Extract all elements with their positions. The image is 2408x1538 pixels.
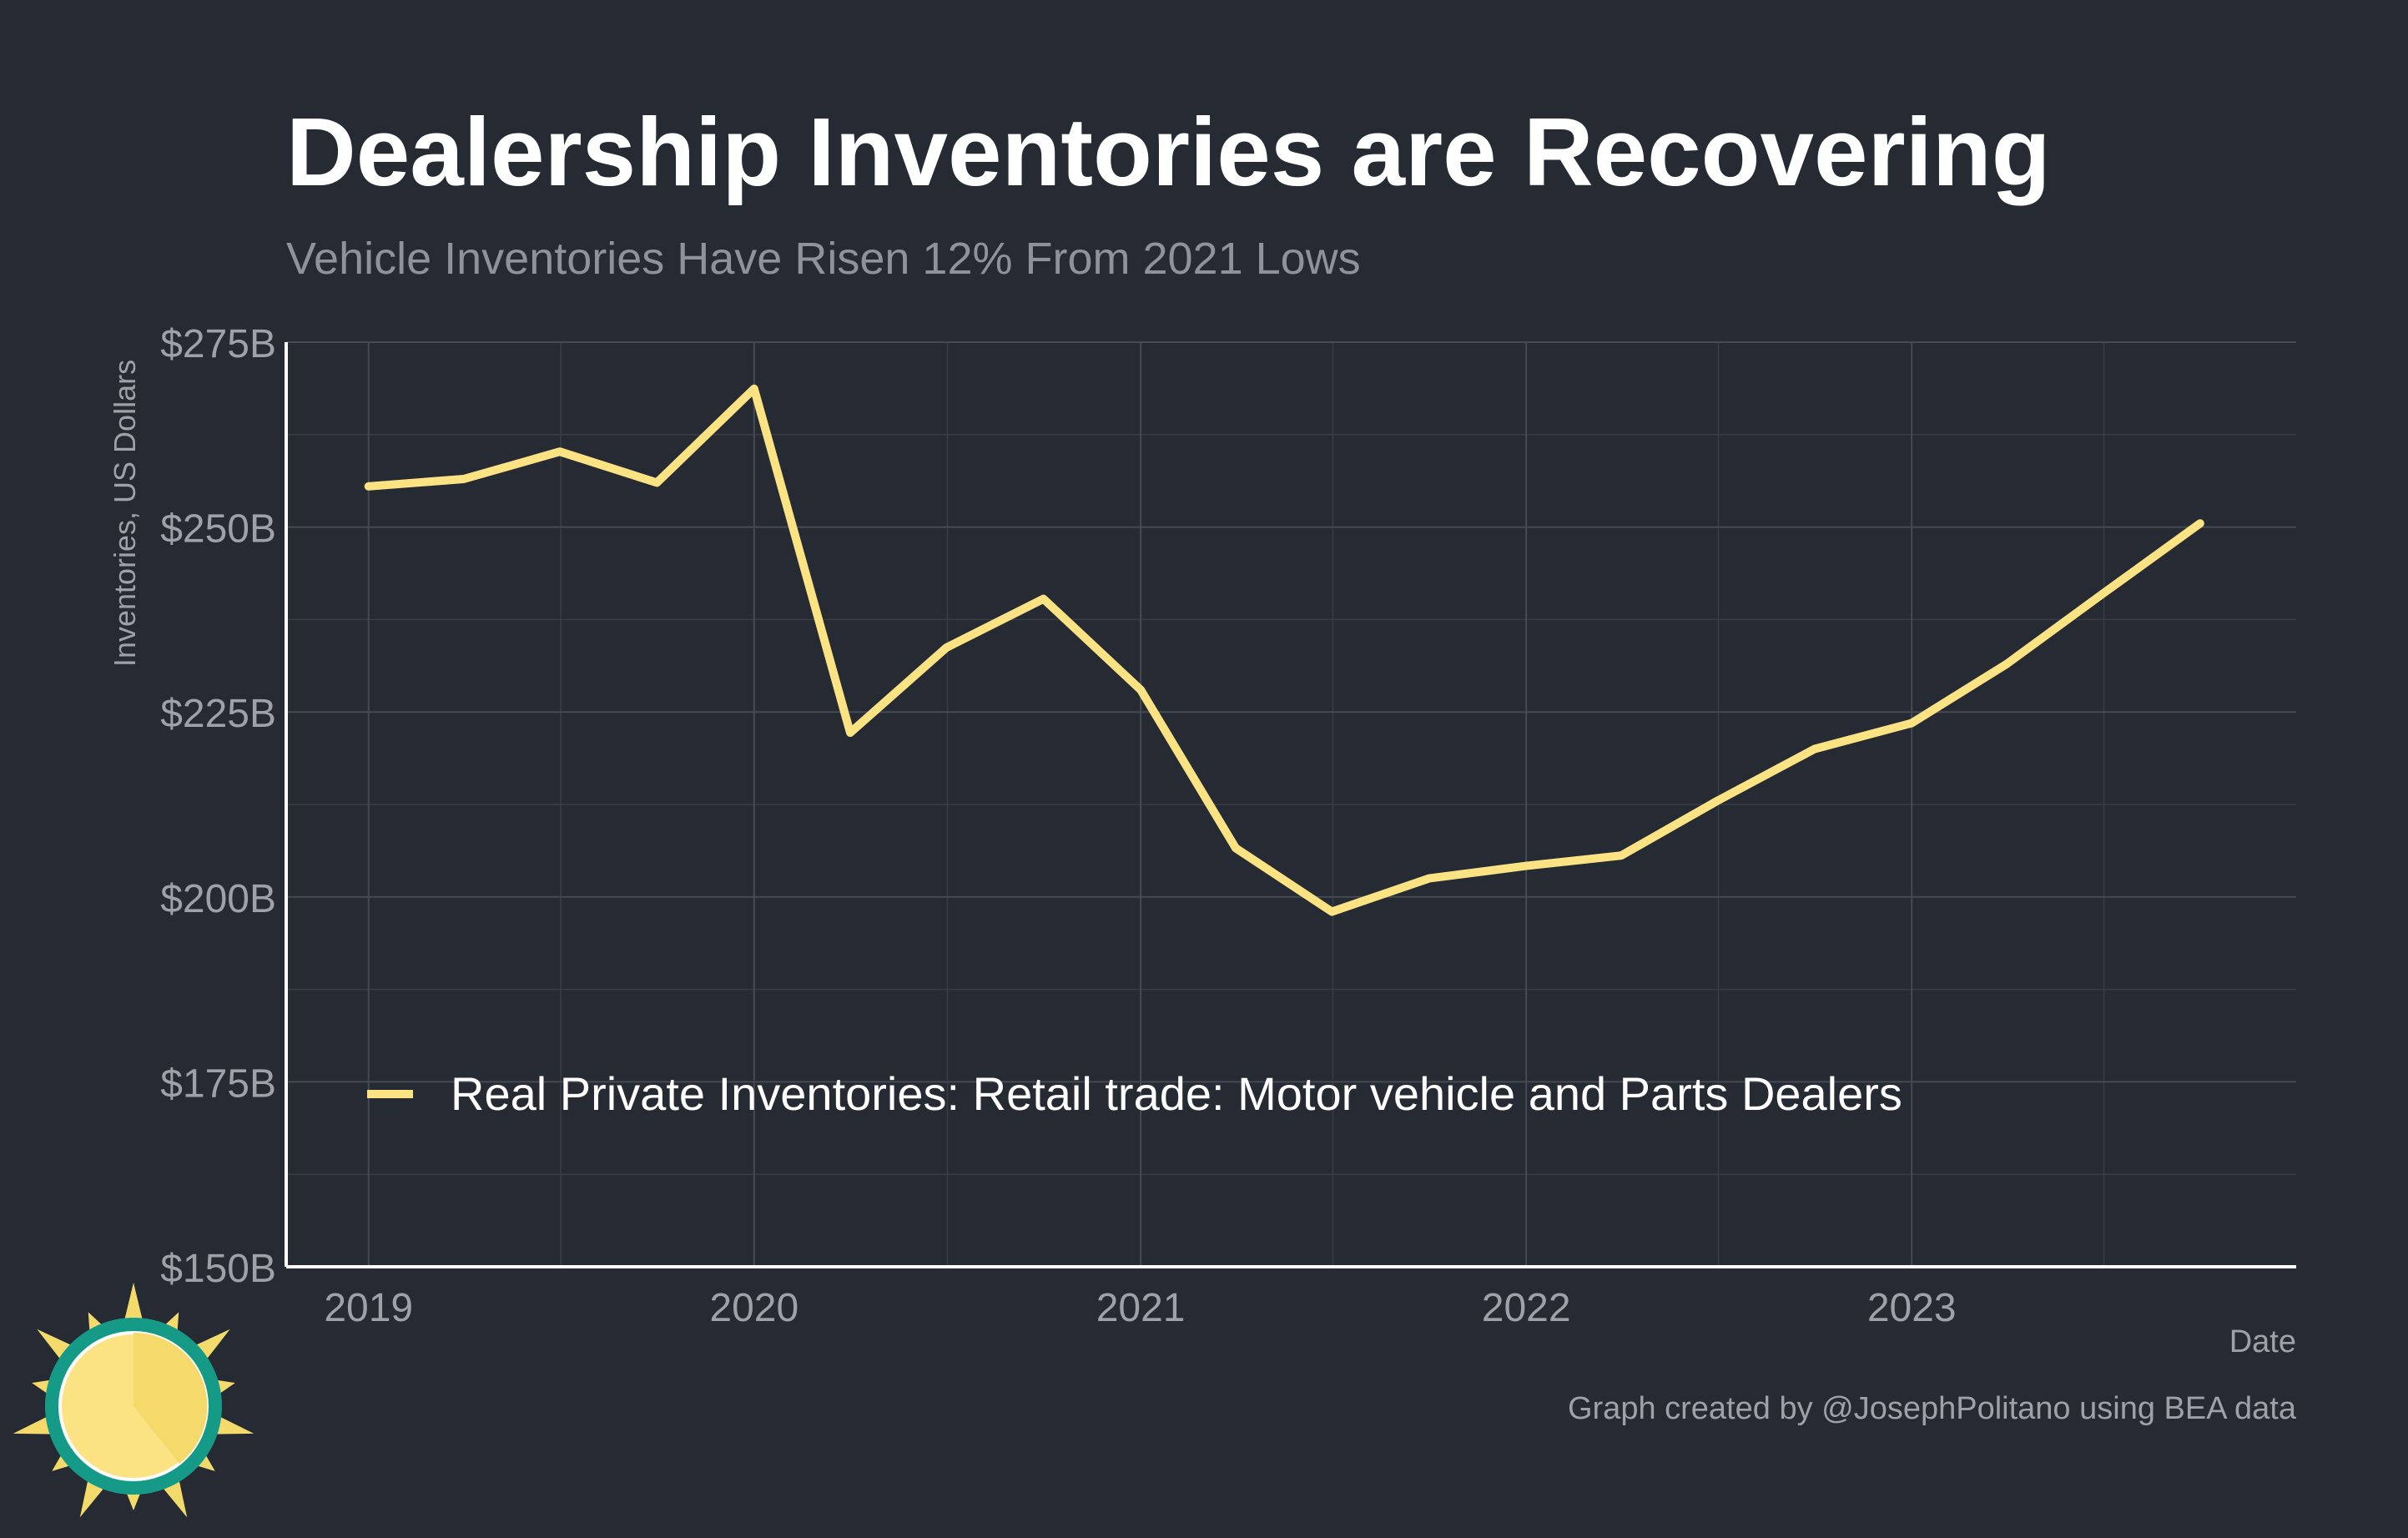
- caption: Graph created by @JosephPolitano using B…: [1568, 1391, 2297, 1426]
- x-tick-label: 2022: [1482, 1286, 1571, 1330]
- grid-minor: [286, 342, 2296, 1267]
- y-tick-label: $250B: [160, 507, 276, 552]
- y-axis-tick-labels: $150B $175B $200B $225B $250B $275B: [160, 322, 276, 1291]
- legend-label: Real Private Inventories: Retail trade: …: [451, 1067, 1902, 1120]
- legend: Real Private Inventories: Retail trade: …: [367, 1067, 1902, 1120]
- y-tick-label: $175B: [160, 1061, 276, 1106]
- x-tick-label: 2023: [1867, 1286, 1957, 1330]
- y-tick-label: $200B: [160, 877, 276, 921]
- x-tick-label: 2020: [709, 1286, 798, 1330]
- x-axis-tick-labels: 2019 2020 2021 2022 2023: [324, 1286, 1956, 1330]
- x-tick-label: 2021: [1096, 1286, 1186, 1330]
- x-tick-label: 2019: [324, 1286, 413, 1330]
- series-line: [364, 384, 2204, 916]
- plot-area: $150B$175B$200B$225B$250B$275B 2019 2020 2…: [160, 322, 2296, 1330]
- x-axis-title: Date: [2229, 1324, 2296, 1359]
- y-axis-title: Inventories, US Dollars: [108, 360, 142, 667]
- chart-title: Dealership Inventories are Recovering: [286, 98, 2051, 206]
- chart-subtitle: Vehicle Inventories Have Risen 12% From …: [286, 234, 1361, 284]
- sun-logo-icon: [13, 1283, 254, 1518]
- y-tick-label: $225B: [160, 692, 276, 736]
- y-tick-label: $275B: [160, 322, 276, 366]
- y-tick-label: $150B: [160, 1247, 276, 1291]
